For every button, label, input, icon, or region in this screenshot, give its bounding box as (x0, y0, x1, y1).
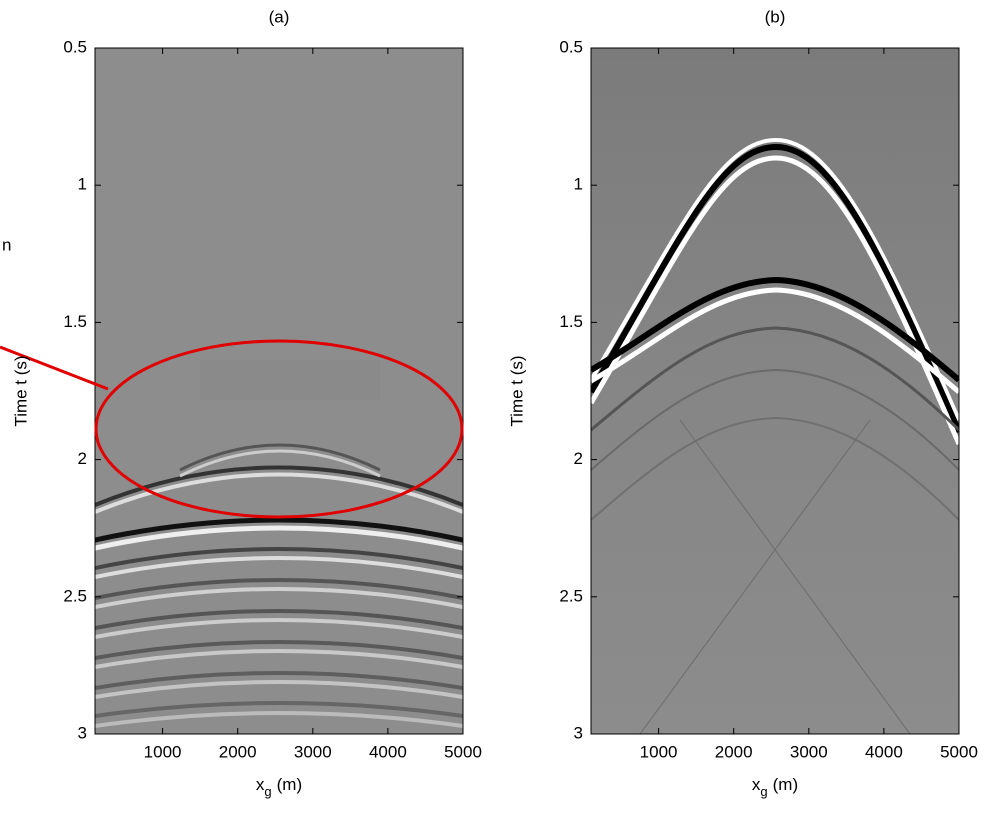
y-axis-label: Time t (s) (507, 355, 526, 426)
x-axis-label-unit: (m) (277, 775, 302, 794)
y-tick-label: 0.5 (63, 37, 87, 56)
seismic-image-b (591, 48, 959, 734)
seismic-image-a (95, 48, 463, 734)
x-axis-label-subscript: g (760, 784, 767, 799)
x-tick-label: 1000 (144, 742, 182, 761)
annotation-ellipse (94, 339, 464, 519)
y-tick-label: 0.5 (559, 37, 583, 56)
y-tick-label: 2.5 (63, 586, 87, 605)
y-tick-label: 2.5 (559, 586, 583, 605)
x-tick-label: 2000 (715, 742, 753, 761)
y-tick-label: 2 (574, 449, 583, 468)
y-tick-label: 1.5 (63, 312, 87, 331)
x-tick-label: 3000 (294, 742, 332, 761)
x-axis-label-base: x (256, 775, 265, 794)
annotation-text: n (2, 235, 11, 254)
x-tick-label: 5000 (444, 742, 482, 761)
x-tick-label: 4000 (865, 742, 903, 761)
y-tick-label: 1 (574, 175, 583, 194)
x-axis-label: xg (m) (256, 775, 302, 799)
chart-title: (a) (269, 7, 290, 26)
y-tick-label: 1 (78, 175, 87, 194)
x-axis-label-base: x (752, 775, 761, 794)
axes-box (590, 47, 960, 735)
x-tick-label: 3000 (790, 742, 828, 761)
y-tick-label: 3 (78, 723, 87, 742)
x-tick-label: 4000 (369, 742, 407, 761)
y-tick-label: 1.5 (559, 312, 583, 331)
x-axis-label-subscript: g (264, 784, 271, 799)
y-axis-label: Time t (s) (11, 355, 30, 426)
x-tick-label: 5000 (940, 742, 978, 761)
annotation-arrow (0, 345, 109, 391)
x-axis-label: xg (m) (752, 775, 798, 799)
x-tick-label: 1000 (640, 742, 678, 761)
chart-title: (b) (765, 7, 786, 26)
x-axis-label-unit: (m) (773, 775, 798, 794)
y-tick-label: 2 (78, 449, 87, 468)
axes-box (94, 47, 464, 735)
x-tick-label: 2000 (219, 742, 257, 761)
y-tick-label: 3 (574, 723, 583, 742)
